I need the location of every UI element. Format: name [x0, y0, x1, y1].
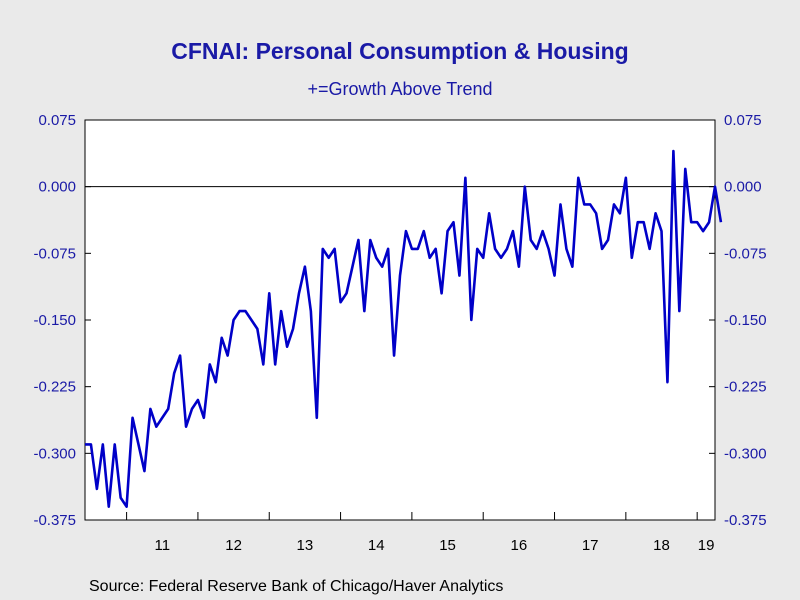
x-tick-label: 19	[698, 537, 715, 554]
x-tick-label: 11	[154, 537, 170, 554]
chart-source: Source: Federal Reserve Bank of Chicago/…	[89, 578, 504, 595]
y-axis-right: 0.075 0.000 -0.075 -0.150 -0.225 -0.300 -0.375	[709, 112, 767, 529]
series-line	[85, 149, 723, 508]
chart-subtitle: +=Growth Above Trend	[307, 79, 493, 99]
y-axis-left: 0.075 0.000 -0.075 -0.150 -0.225 -0.300 -0.375	[33, 112, 91, 529]
x-tick-label: 13	[297, 537, 314, 554]
x-tick-label: 12	[225, 537, 242, 554]
y-tick-label-right: 0.075	[724, 112, 762, 129]
x-axis: 11 12 13 14 15 16 17 18 19	[126, 512, 715, 554]
y-tick-label-left: -0.375	[33, 512, 76, 529]
y-tick-label-right: -0.375	[724, 512, 767, 529]
x-tick-label: 18	[653, 537, 670, 554]
y-tick-label-right: -0.225	[724, 379, 767, 396]
x-tick-label: 17	[582, 537, 599, 554]
chart-title: CFNAI: Personal Consumption & Housing	[171, 38, 629, 64]
y-tick-label-left: -0.300	[33, 445, 76, 462]
x-tick-label: 15	[439, 537, 456, 554]
x-tick-label: 16	[511, 537, 528, 554]
y-tick-label-left: -0.225	[33, 379, 76, 396]
y-tick-label-right: -0.300	[724, 445, 767, 462]
y-tick-label-left: 0.000	[38, 179, 76, 196]
x-tick-label: 14	[368, 537, 385, 554]
y-tick-label-left: -0.075	[33, 245, 76, 262]
y-tick-label-right: -0.150	[724, 312, 767, 329]
plot-area	[84, 119, 716, 521]
y-tick-label-left: 0.075	[38, 112, 76, 129]
y-tick-label-right: -0.075	[724, 245, 767, 262]
y-tick-label-left: -0.150	[33, 312, 76, 329]
y-tick-label-right: 0.000	[724, 179, 762, 196]
